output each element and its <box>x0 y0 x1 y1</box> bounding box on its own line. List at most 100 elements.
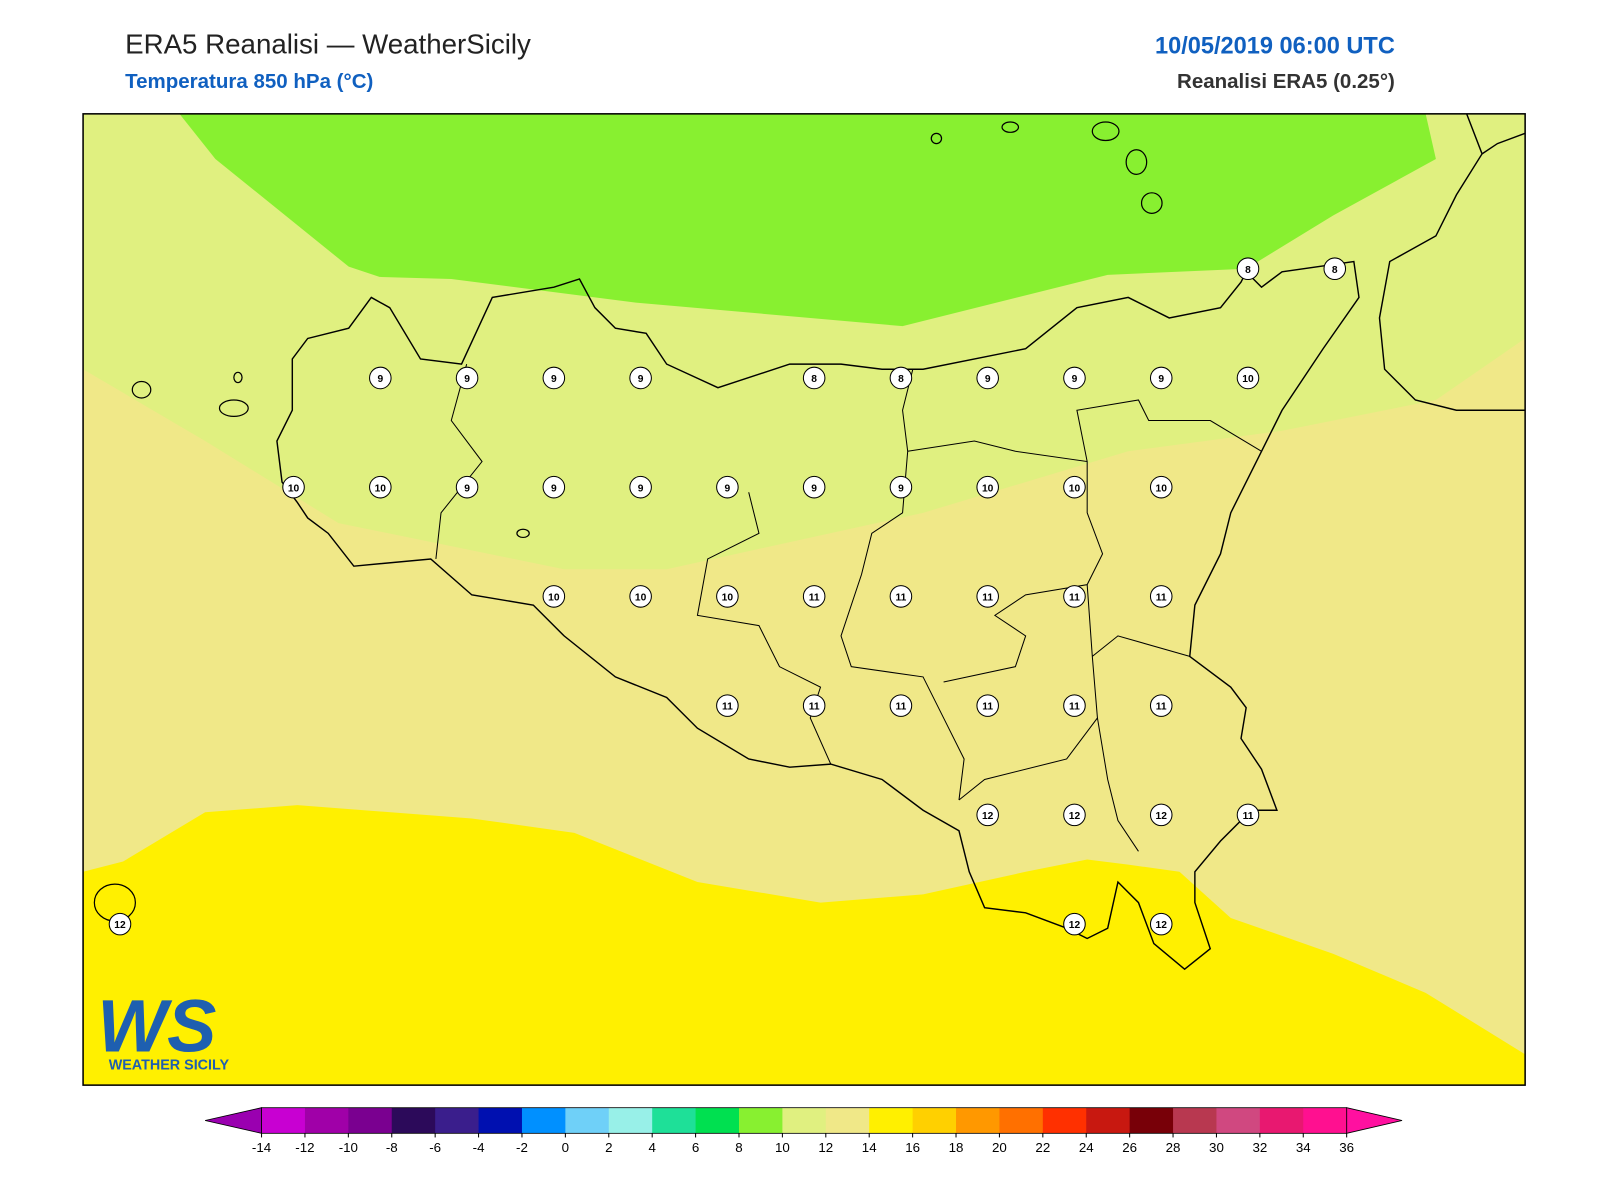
station-marker <box>1149 585 1173 608</box>
station-marker <box>1149 694 1173 717</box>
station-value: 9 <box>811 483 817 494</box>
station-value: 9 <box>1158 374 1164 385</box>
station-value: 9 <box>377 374 383 385</box>
colorbar-tick-label: 24 <box>1079 1140 1094 1155</box>
station-value: 9 <box>551 483 557 494</box>
colorbar-tick-label: -8 <box>386 1140 398 1155</box>
station-marker <box>1149 803 1173 827</box>
colorbar-over <box>1346 1107 1403 1134</box>
station-marker <box>1063 912 1086 936</box>
station-value: 10 <box>288 483 300 494</box>
station-value: 10 <box>1242 374 1254 385</box>
logo-mark: WS <box>97 984 216 1067</box>
subtitle: Temperatura 850 hPa (°C) <box>125 70 373 93</box>
station-value: 8 <box>898 374 904 385</box>
station-marker <box>108 912 132 936</box>
station-value: 9 <box>638 483 644 494</box>
map-frame <box>82 113 1526 1086</box>
colorbar-tick-label: 26 <box>1122 1140 1137 1155</box>
colorbar-tick-label: -10 <box>339 1140 358 1155</box>
colorbar-tick-label: 30 <box>1209 1140 1224 1155</box>
colorbar-tick-label: 34 <box>1296 1140 1311 1155</box>
colorbar-tick-label: 8 <box>735 1140 742 1155</box>
station-marker <box>716 585 739 608</box>
colorbar-tick-label: 10 <box>775 1140 790 1155</box>
field-6-8 <box>179 113 1436 327</box>
colorbar-tick-label: 22 <box>1035 1140 1050 1155</box>
station-marker <box>542 585 566 608</box>
colorbar-tick-label: 14 <box>862 1140 877 1155</box>
station-marker <box>889 585 913 608</box>
station-marker <box>1236 257 1260 280</box>
station-marker <box>889 366 913 390</box>
colorbar-bin <box>304 1107 349 1134</box>
station-value: 9 <box>464 374 470 385</box>
station-marker <box>455 366 479 390</box>
station-value: 11 <box>896 593 907 604</box>
colorbar-tick-label: 0 <box>562 1140 569 1155</box>
station-marker <box>629 585 652 608</box>
colorbar-bin <box>261 1107 306 1134</box>
colorbar-tick-label: 2 <box>605 1140 612 1155</box>
station-marker <box>889 694 913 717</box>
colorbar-bin <box>1129 1107 1174 1134</box>
station-marker <box>1236 366 1260 390</box>
islands <box>93 121 1163 922</box>
station-marker <box>802 694 826 717</box>
colorbar-bin <box>608 1107 653 1134</box>
station-marker <box>542 475 566 499</box>
station-marker <box>802 366 826 390</box>
station-value: 10 <box>375 483 387 494</box>
source: Reanalisi ERA5 (0.25°) <box>1177 70 1395 93</box>
station-value: 9 <box>898 483 904 494</box>
colorbar-bin <box>738 1107 783 1134</box>
station-marker <box>802 585 826 608</box>
field-12-14 <box>83 805 1526 1086</box>
colorbar-bin <box>1216 1107 1261 1134</box>
station-marker <box>629 475 652 499</box>
station-marker <box>1063 366 1086 390</box>
station-value: 8 <box>1245 265 1251 276</box>
station-marker <box>976 475 999 499</box>
station-value: 11 <box>809 593 820 604</box>
colorbar-bin <box>1259 1107 1304 1134</box>
colorbar-bin <box>825 1107 870 1134</box>
colorbar-tick-label: 4 <box>648 1140 656 1155</box>
station-marker <box>1063 803 1086 827</box>
colorbar-bin <box>1086 1107 1131 1134</box>
colorbar-bin <box>1042 1107 1087 1134</box>
station-marker <box>1063 475 1086 499</box>
station-marker <box>889 475 913 499</box>
station-value: 11 <box>722 702 733 713</box>
station-marker <box>369 475 392 499</box>
map: 8 8 9 9 9 9 8 8 9 9 9 10 10 10 9 9 9 9 9 9 10 10 10 10 10 10 11 11 1… <box>82 113 1526 1086</box>
station-marker <box>976 694 999 717</box>
station-value: 8 <box>1332 265 1338 276</box>
station-marker <box>802 475 826 499</box>
station-marker <box>716 694 739 717</box>
colorbar-bin <box>521 1107 566 1134</box>
colorbar-tick-label: 18 <box>949 1140 964 1155</box>
station-value: 12 <box>1156 920 1168 931</box>
colorbar-tick-label: -12 <box>295 1140 314 1155</box>
colorbar-tick-label: 36 <box>1339 1140 1354 1155</box>
station-marker <box>1236 803 1260 827</box>
station-marker <box>716 475 739 499</box>
station-value: 11 <box>1069 593 1080 604</box>
colorbar-bin <box>435 1107 480 1134</box>
station-value: 10 <box>1156 483 1168 494</box>
station-value: 10 <box>548 593 560 604</box>
station-marker <box>369 366 392 390</box>
date: 10/05/2019 06:00 UTC <box>1155 32 1395 58</box>
station-value: 9 <box>985 374 991 385</box>
colorbar-under <box>205 1107 262 1134</box>
province-borders <box>435 307 1262 852</box>
station-marker <box>976 366 999 390</box>
station-marker <box>629 366 652 390</box>
station-value: 11 <box>982 702 993 713</box>
station-marker <box>1323 257 1347 280</box>
station-marker <box>1149 912 1173 936</box>
colorbar-bin <box>912 1107 957 1134</box>
station-value: 9 <box>725 483 731 494</box>
colorbar-bin <box>348 1107 393 1134</box>
